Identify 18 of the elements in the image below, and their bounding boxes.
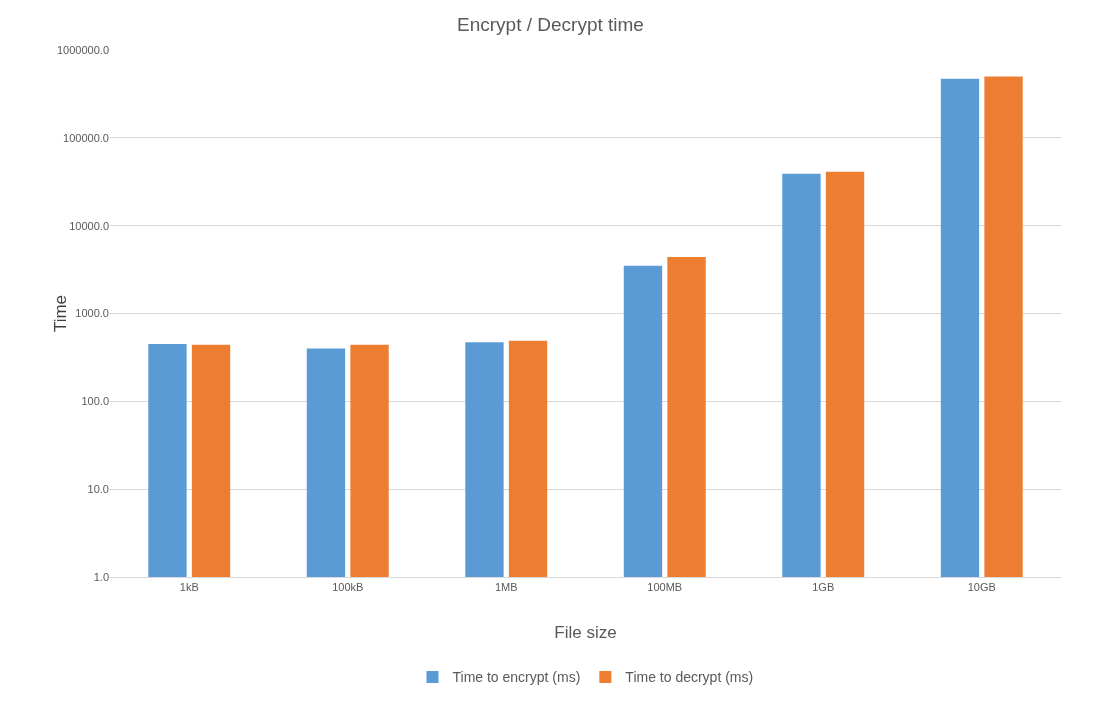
legend-label: Time to decrypt (ms) (625, 669, 754, 686)
x-axis-title: File size (554, 623, 617, 642)
y-tick-label: 10000.0 (69, 219, 109, 232)
chart-title: Encrypt / Decrypt time (457, 13, 644, 35)
x-tick-label: 100MB (647, 581, 683, 594)
x-tick-label: 100kB (332, 581, 364, 594)
x-tick-label: 1GB (812, 581, 835, 594)
y-tick-label: 10.0 (87, 483, 109, 496)
y-axis-title: Time (51, 294, 70, 333)
y-tick-label: 1000.0 (75, 307, 109, 320)
y-tick-label: 1000000.0 (57, 43, 109, 56)
y-tick-label: 1.0 (93, 570, 109, 583)
x-tick-label: 1kB (179, 581, 199, 594)
x-tick-label: 10GB (967, 581, 996, 594)
legend-label: Time to encrypt (ms) (452, 669, 581, 686)
y-tick-label: 100.0 (81, 395, 109, 408)
x-tick-label: 1MB (494, 581, 518, 594)
y-tick-label: 100000.0 (63, 131, 109, 144)
